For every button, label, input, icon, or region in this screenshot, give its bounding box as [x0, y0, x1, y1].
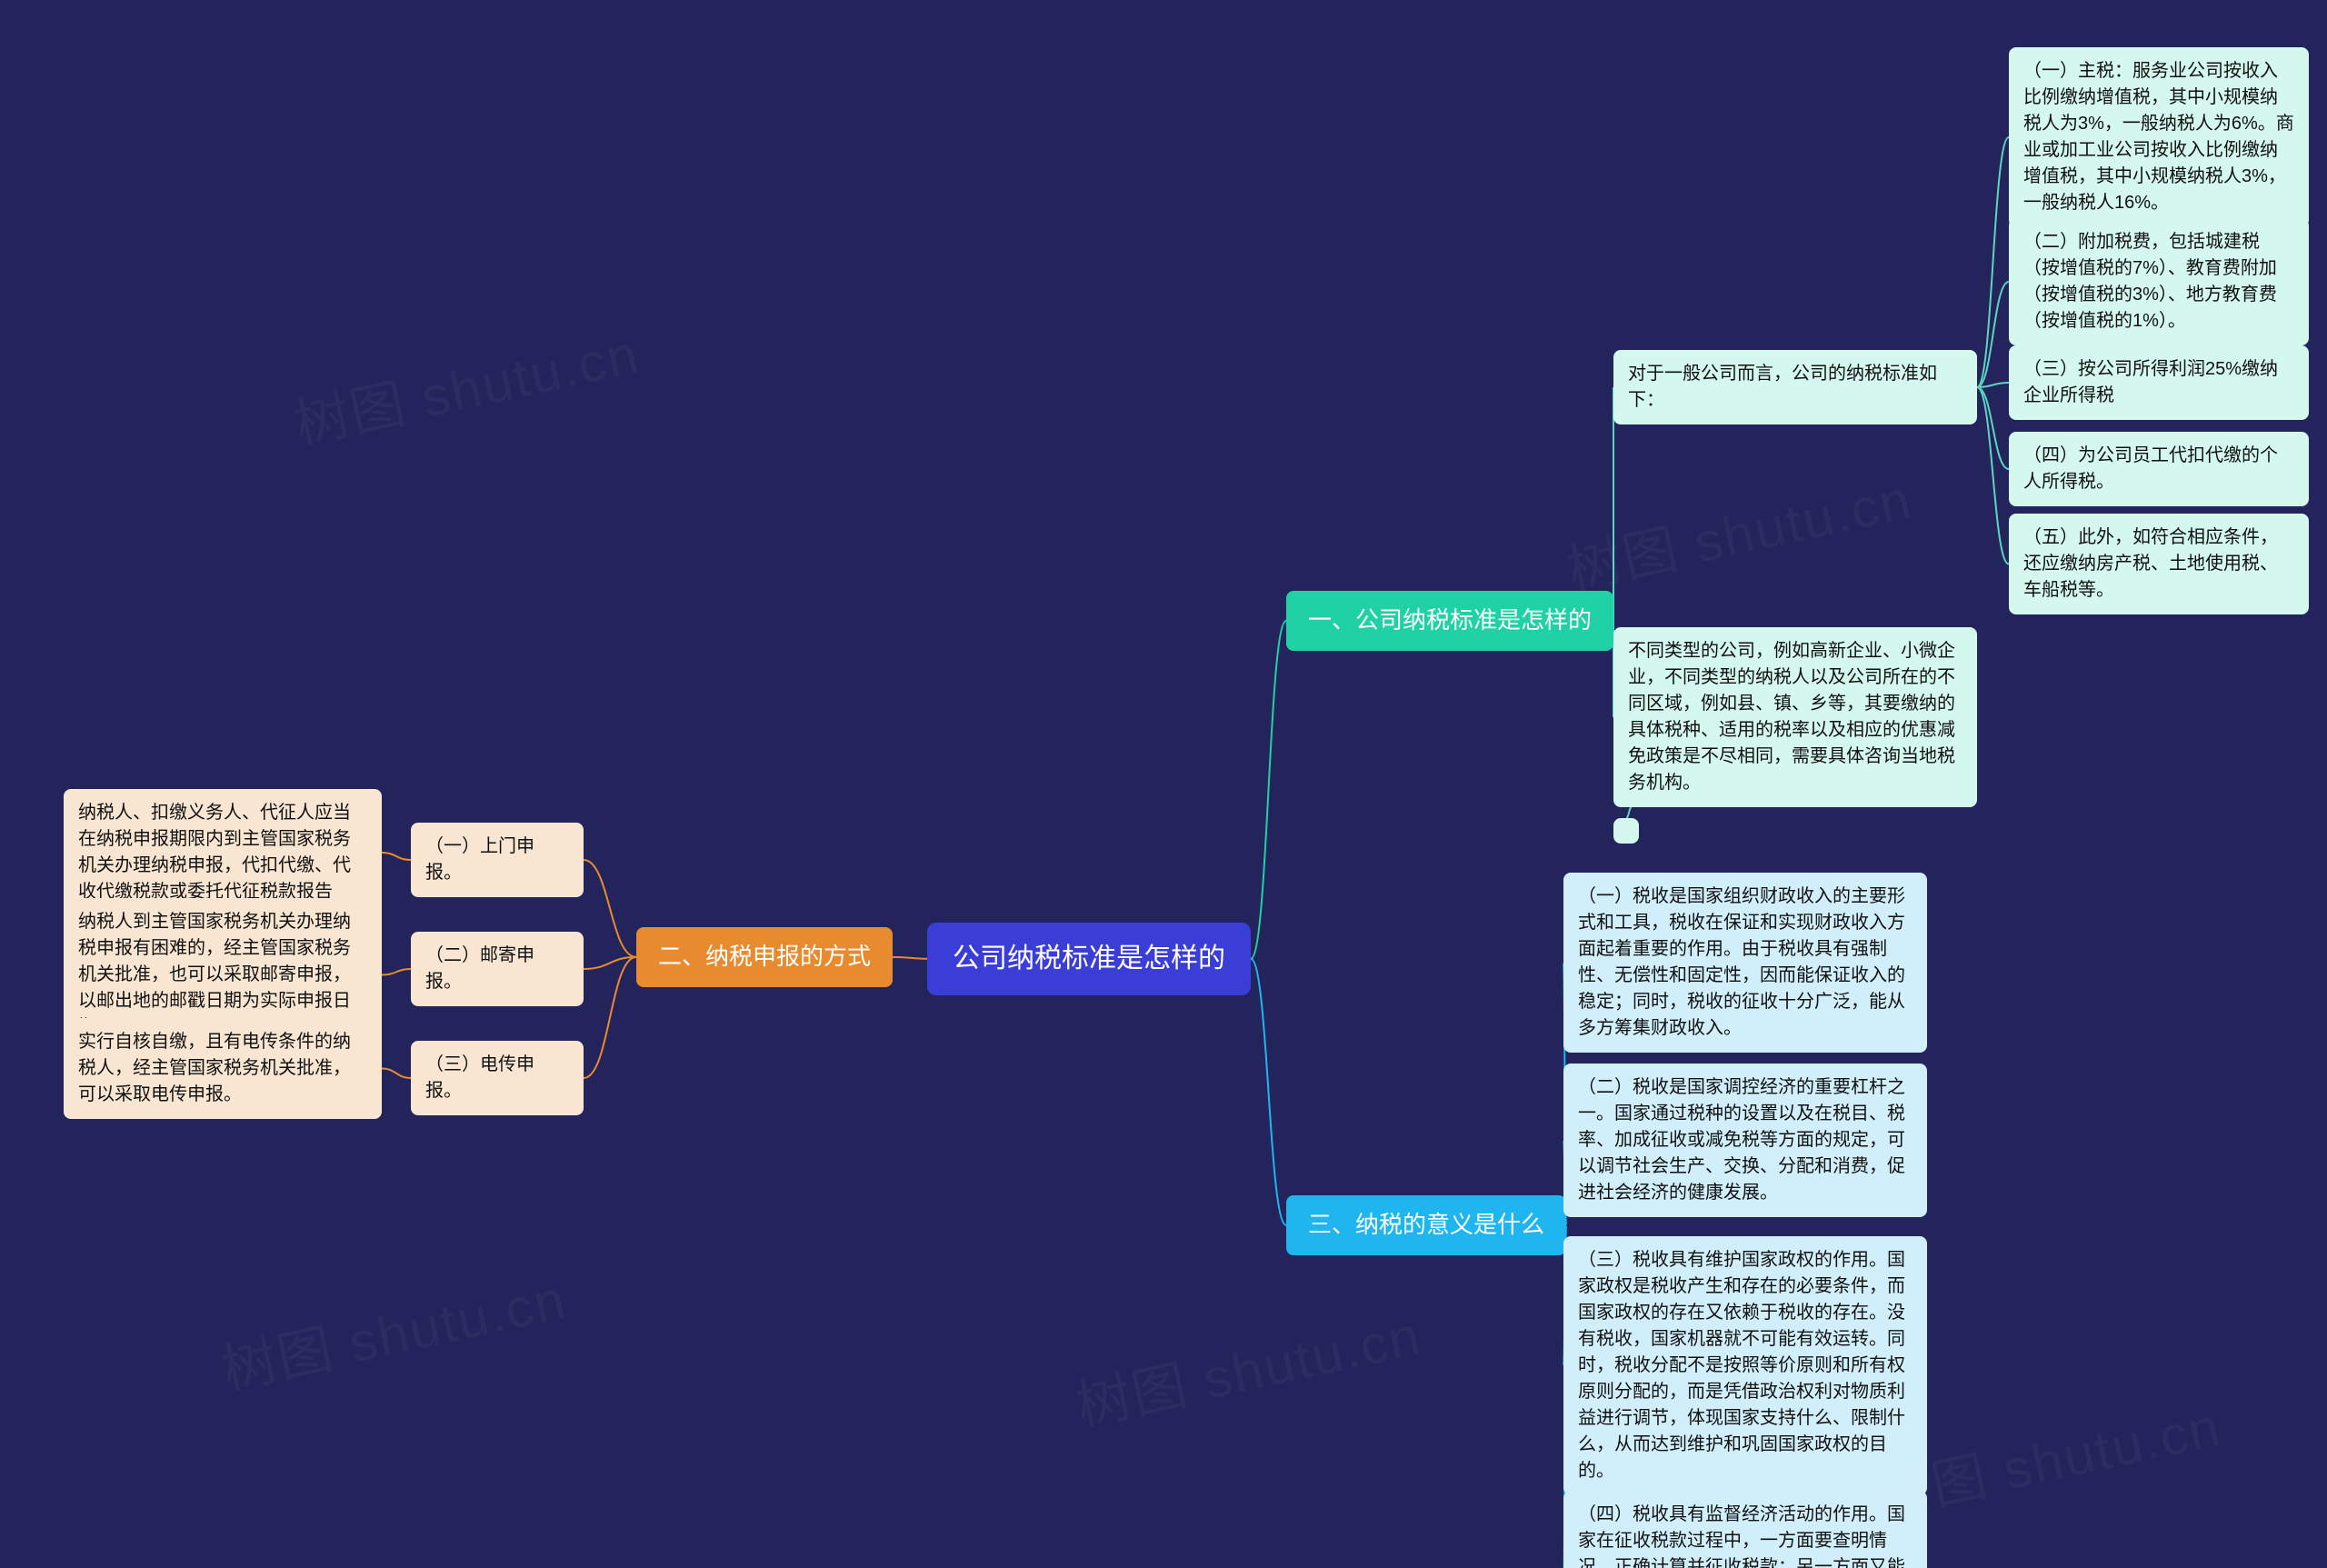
branch-2-child-2[interactable]: （三）电传申报。: [411, 1041, 584, 1115]
branch-1-child-1-leaf-2[interactable]: （三）按公司所得利润25%缴纳企业所得税: [2009, 345, 2309, 420]
watermark: 树图 shutu.cn: [286, 310, 645, 460]
branch-2-child-0[interactable]: （一）上门申报。: [411, 823, 584, 897]
branch-3-leaf-0[interactable]: （一）税收是国家组织财政收入的主要形式和工具，税收在保证和实现财政收入方面起着重…: [1563, 873, 1927, 1053]
branch-1-child-1-leaf-0[interactable]: （一）主税：服务业公司按收入比例缴纳增值税，其中小规模纳税人为3%，一般纳税人为…: [2009, 47, 2309, 227]
branch-3[interactable]: 三、纳税的意义是什么: [1286, 1195, 1566, 1255]
link-layer: [0, 0, 2327, 1568]
branch-1-child-2[interactable]: 不同类型的公司，例如高新企业、小微企业，不同类型的纳税人以及公司所在的不同区域，…: [1613, 627, 1977, 807]
branch-1-child-2-leaf-0[interactable]: [1613, 818, 1639, 844]
watermark: 树图 shutu.cn: [214, 1255, 573, 1405]
branch-1-child-1-leaf-4[interactable]: （五）此外，如符合相应条件，还应缴纳房产税、土地使用税、车船税等。: [2009, 514, 2309, 614]
branch-3-leaf-1[interactable]: （二）税收是国家调控经济的重要杠杆之一。国家通过税种的设置以及在税目、税率、加成…: [1563, 1064, 1927, 1217]
branch-1-child-1-leaf-3[interactable]: （四）为公司员工代扣代缴的个人所得税。: [2009, 432, 2309, 506]
branch-2-child-0-detail[interactable]: 纳税人、扣缴义务人、代征人应当在纳税申报期限内到主管国家税务机关办理纳税申报，代…: [64, 789, 382, 916]
watermark: 树图 shutu.cn: [1068, 1292, 1427, 1442]
branch-2[interactable]: 二、纳税申报的方式: [636, 927, 893, 987]
branch-3-leaf-3[interactable]: （四）税收具有监督经济活动的作用。国家在征收税款过程中，一方面要查明情况，正确计…: [1563, 1491, 1927, 1568]
mindmap-canvas: 公司纳税标准是怎样的 一、公司纳税标准是怎样的 对于一般公司而言，公司的纳税标准…: [0, 0, 2327, 1568]
branch-3-leaf-2[interactable]: （三）税收具有维护国家政权的作用。国家政权是税收产生和存在的必要条件，而国家政权…: [1563, 1236, 1927, 1495]
branch-2-child-2-detail[interactable]: 实行自核自缴，且有电传条件的纳税人，经主管国家税务机关批准，可以采取电传申报。: [64, 1018, 382, 1119]
branch-2-child-1[interactable]: （二）邮寄申报。: [411, 932, 584, 1006]
watermark: 树图 shutu.cn: [1559, 455, 1918, 605]
branch-1-child-1[interactable]: 对于一般公司而言，公司的纳税标准如下：: [1613, 350, 1977, 424]
branch-1[interactable]: 一、公司纳税标准是怎样的: [1286, 591, 1613, 651]
branch-1-child-1-leaf-1[interactable]: （二）附加税费，包括城建税（按增值税的7%）、教育费附加（按增值税的3%）、地方…: [2009, 218, 2309, 345]
root-node[interactable]: 公司纳税标准是怎样的: [927, 923, 1251, 995]
